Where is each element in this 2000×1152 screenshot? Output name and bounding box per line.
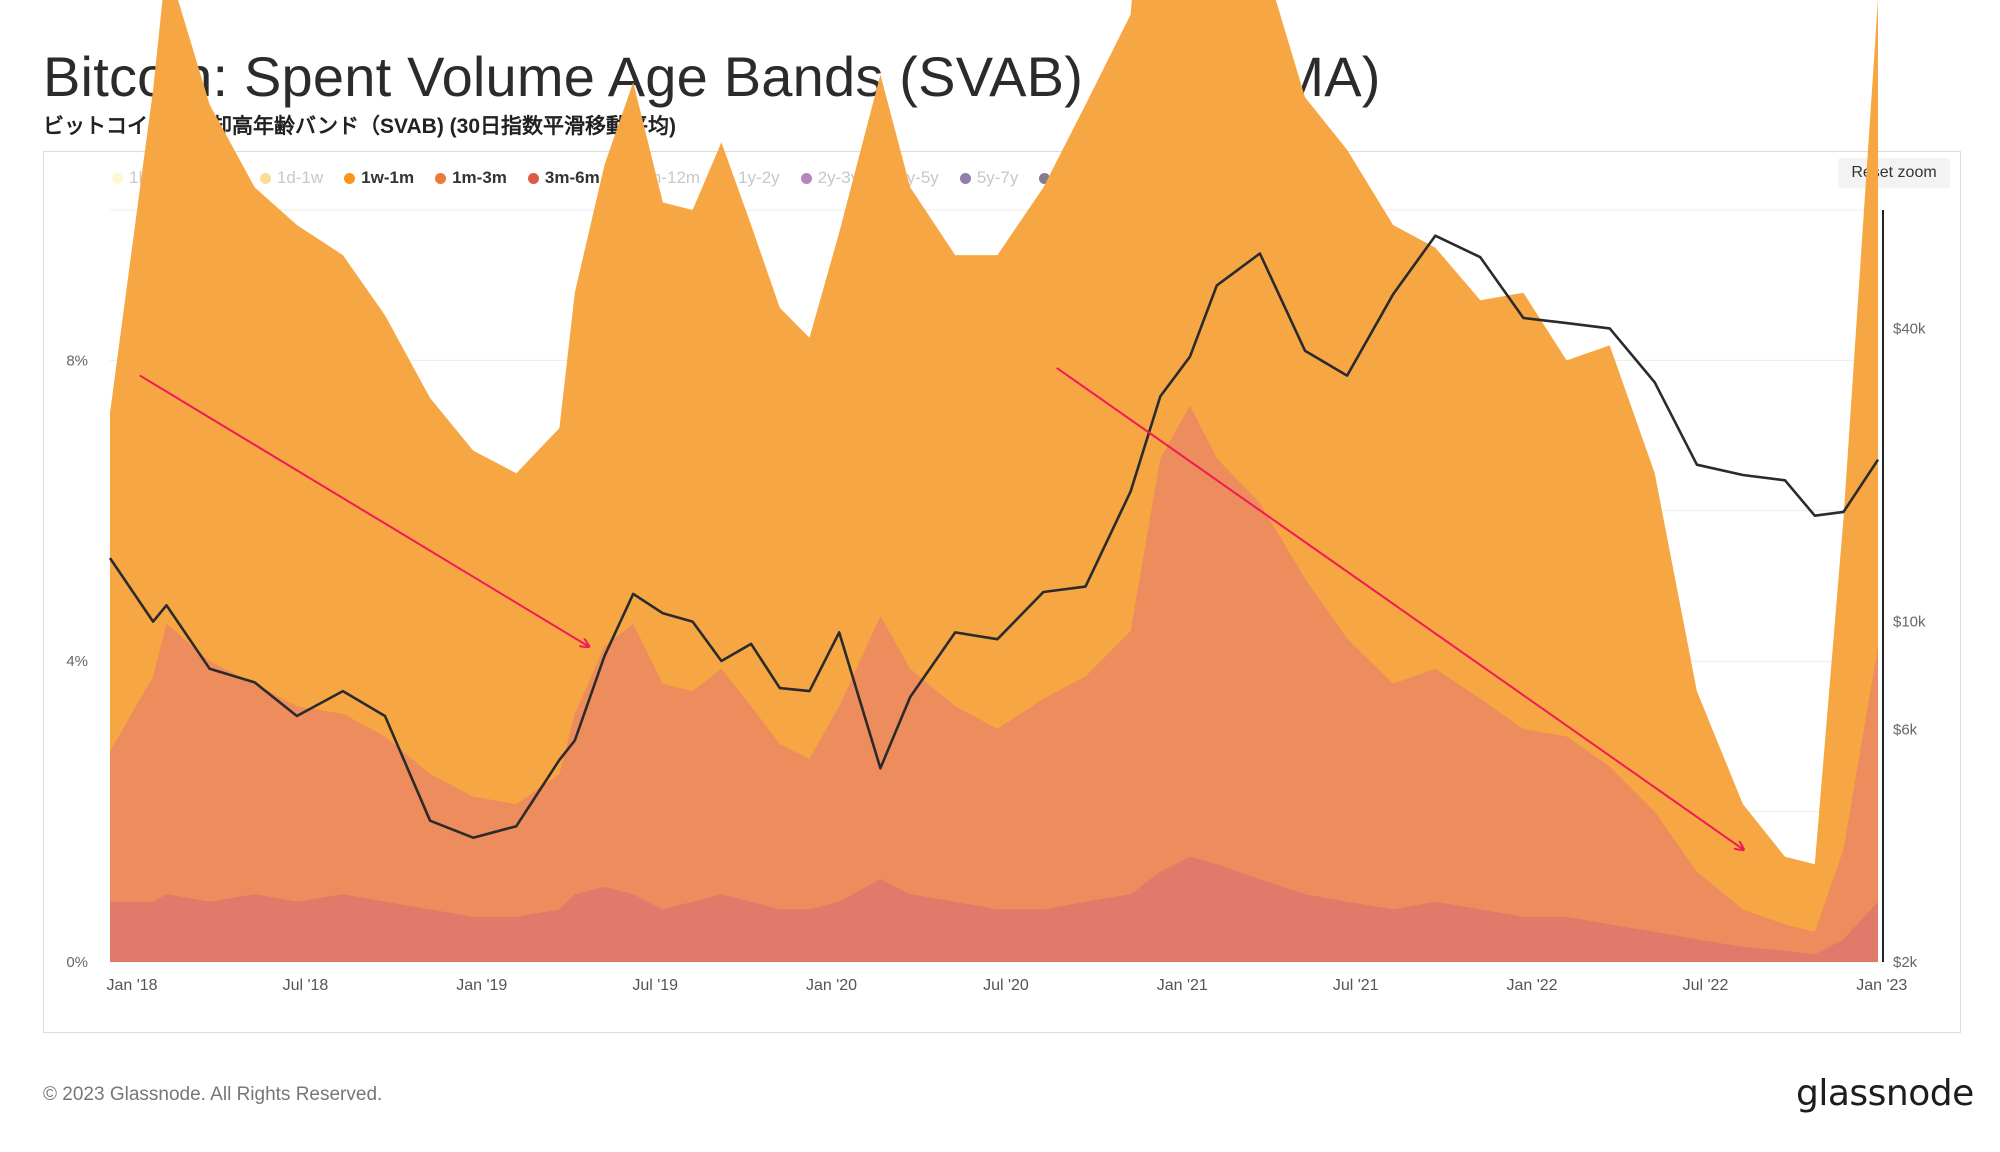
legend-marker-icon xyxy=(112,172,123,184)
legend-label: 1d-1w xyxy=(276,168,324,187)
y-right-tick-label: $10k xyxy=(1893,614,1926,631)
y-left-tick-label: 0% xyxy=(66,954,88,971)
legend-marker-icon xyxy=(1039,172,1051,184)
y-right-tick-label: $40k xyxy=(1893,320,1926,337)
trend-arrow xyxy=(1056,367,1743,849)
y-left-tick-label: 8% xyxy=(66,352,88,369)
x-tick-label: Jan '19 xyxy=(456,977,507,994)
x-tick-label: Jul '18 xyxy=(283,977,329,994)
price-line xyxy=(108,234,1880,839)
legend-marker-icon xyxy=(435,172,447,184)
legend-item[interactable]: 1w-1m xyxy=(344,168,414,188)
legend-marker-icon xyxy=(527,172,539,184)
x-tick-label: Jul '22 xyxy=(1683,977,1729,994)
legend-label: 1w-1m xyxy=(361,168,415,187)
legend-label: 5y-7y xyxy=(976,168,1019,187)
legend-label: 3m-6m xyxy=(544,168,600,187)
legend-label: 1m-3m xyxy=(452,168,507,187)
copyright-text: © 2023 Glassnode. All Rights Reserved. xyxy=(43,1084,383,1105)
stacked-areas xyxy=(110,0,1878,962)
area-3m-6m xyxy=(110,856,1878,962)
x-tick-label: Jan '18 xyxy=(106,977,157,994)
legend-item[interactable]: 5y-7y xyxy=(959,168,1019,188)
glassnode-logo: glassnode xyxy=(1796,1073,1974,1114)
legend-item[interactable]: 1m-3m xyxy=(435,168,507,188)
x-tick-label: Jan '21 xyxy=(1157,977,1208,994)
legend-label: 2y-3y xyxy=(817,168,860,187)
x-tick-label: Jan '22 xyxy=(1506,977,1557,994)
x-tick-label: Jul '20 xyxy=(983,977,1029,994)
legend-marker-icon xyxy=(959,172,971,184)
x-tick-label: Jan '23 xyxy=(1856,977,1907,994)
x-tick-label: Jul '21 xyxy=(1333,977,1379,994)
y-right-tick-label: $2k xyxy=(1893,954,1918,971)
x-tick-label: Jul '19 xyxy=(632,977,678,994)
legend-marker-icon xyxy=(344,172,356,184)
y-left-tick-label: 4% xyxy=(66,653,88,670)
y-right-tick-label: $6k xyxy=(1893,722,1918,739)
legend-marker-icon xyxy=(800,172,812,184)
trend-arrow xyxy=(139,374,588,646)
area-1m-3m xyxy=(110,405,1878,962)
legend-item[interactable]: 3m-6m xyxy=(527,168,600,188)
chart-panel xyxy=(43,151,1961,1033)
legend-marker-icon xyxy=(259,172,271,184)
legend-label: 1y-2y xyxy=(738,168,780,187)
legend-item[interactable]: 1d-1w xyxy=(259,168,324,188)
x-tick-label: Jan '20 xyxy=(806,977,857,994)
legend-item[interactable]: 2y-3y xyxy=(800,168,860,188)
